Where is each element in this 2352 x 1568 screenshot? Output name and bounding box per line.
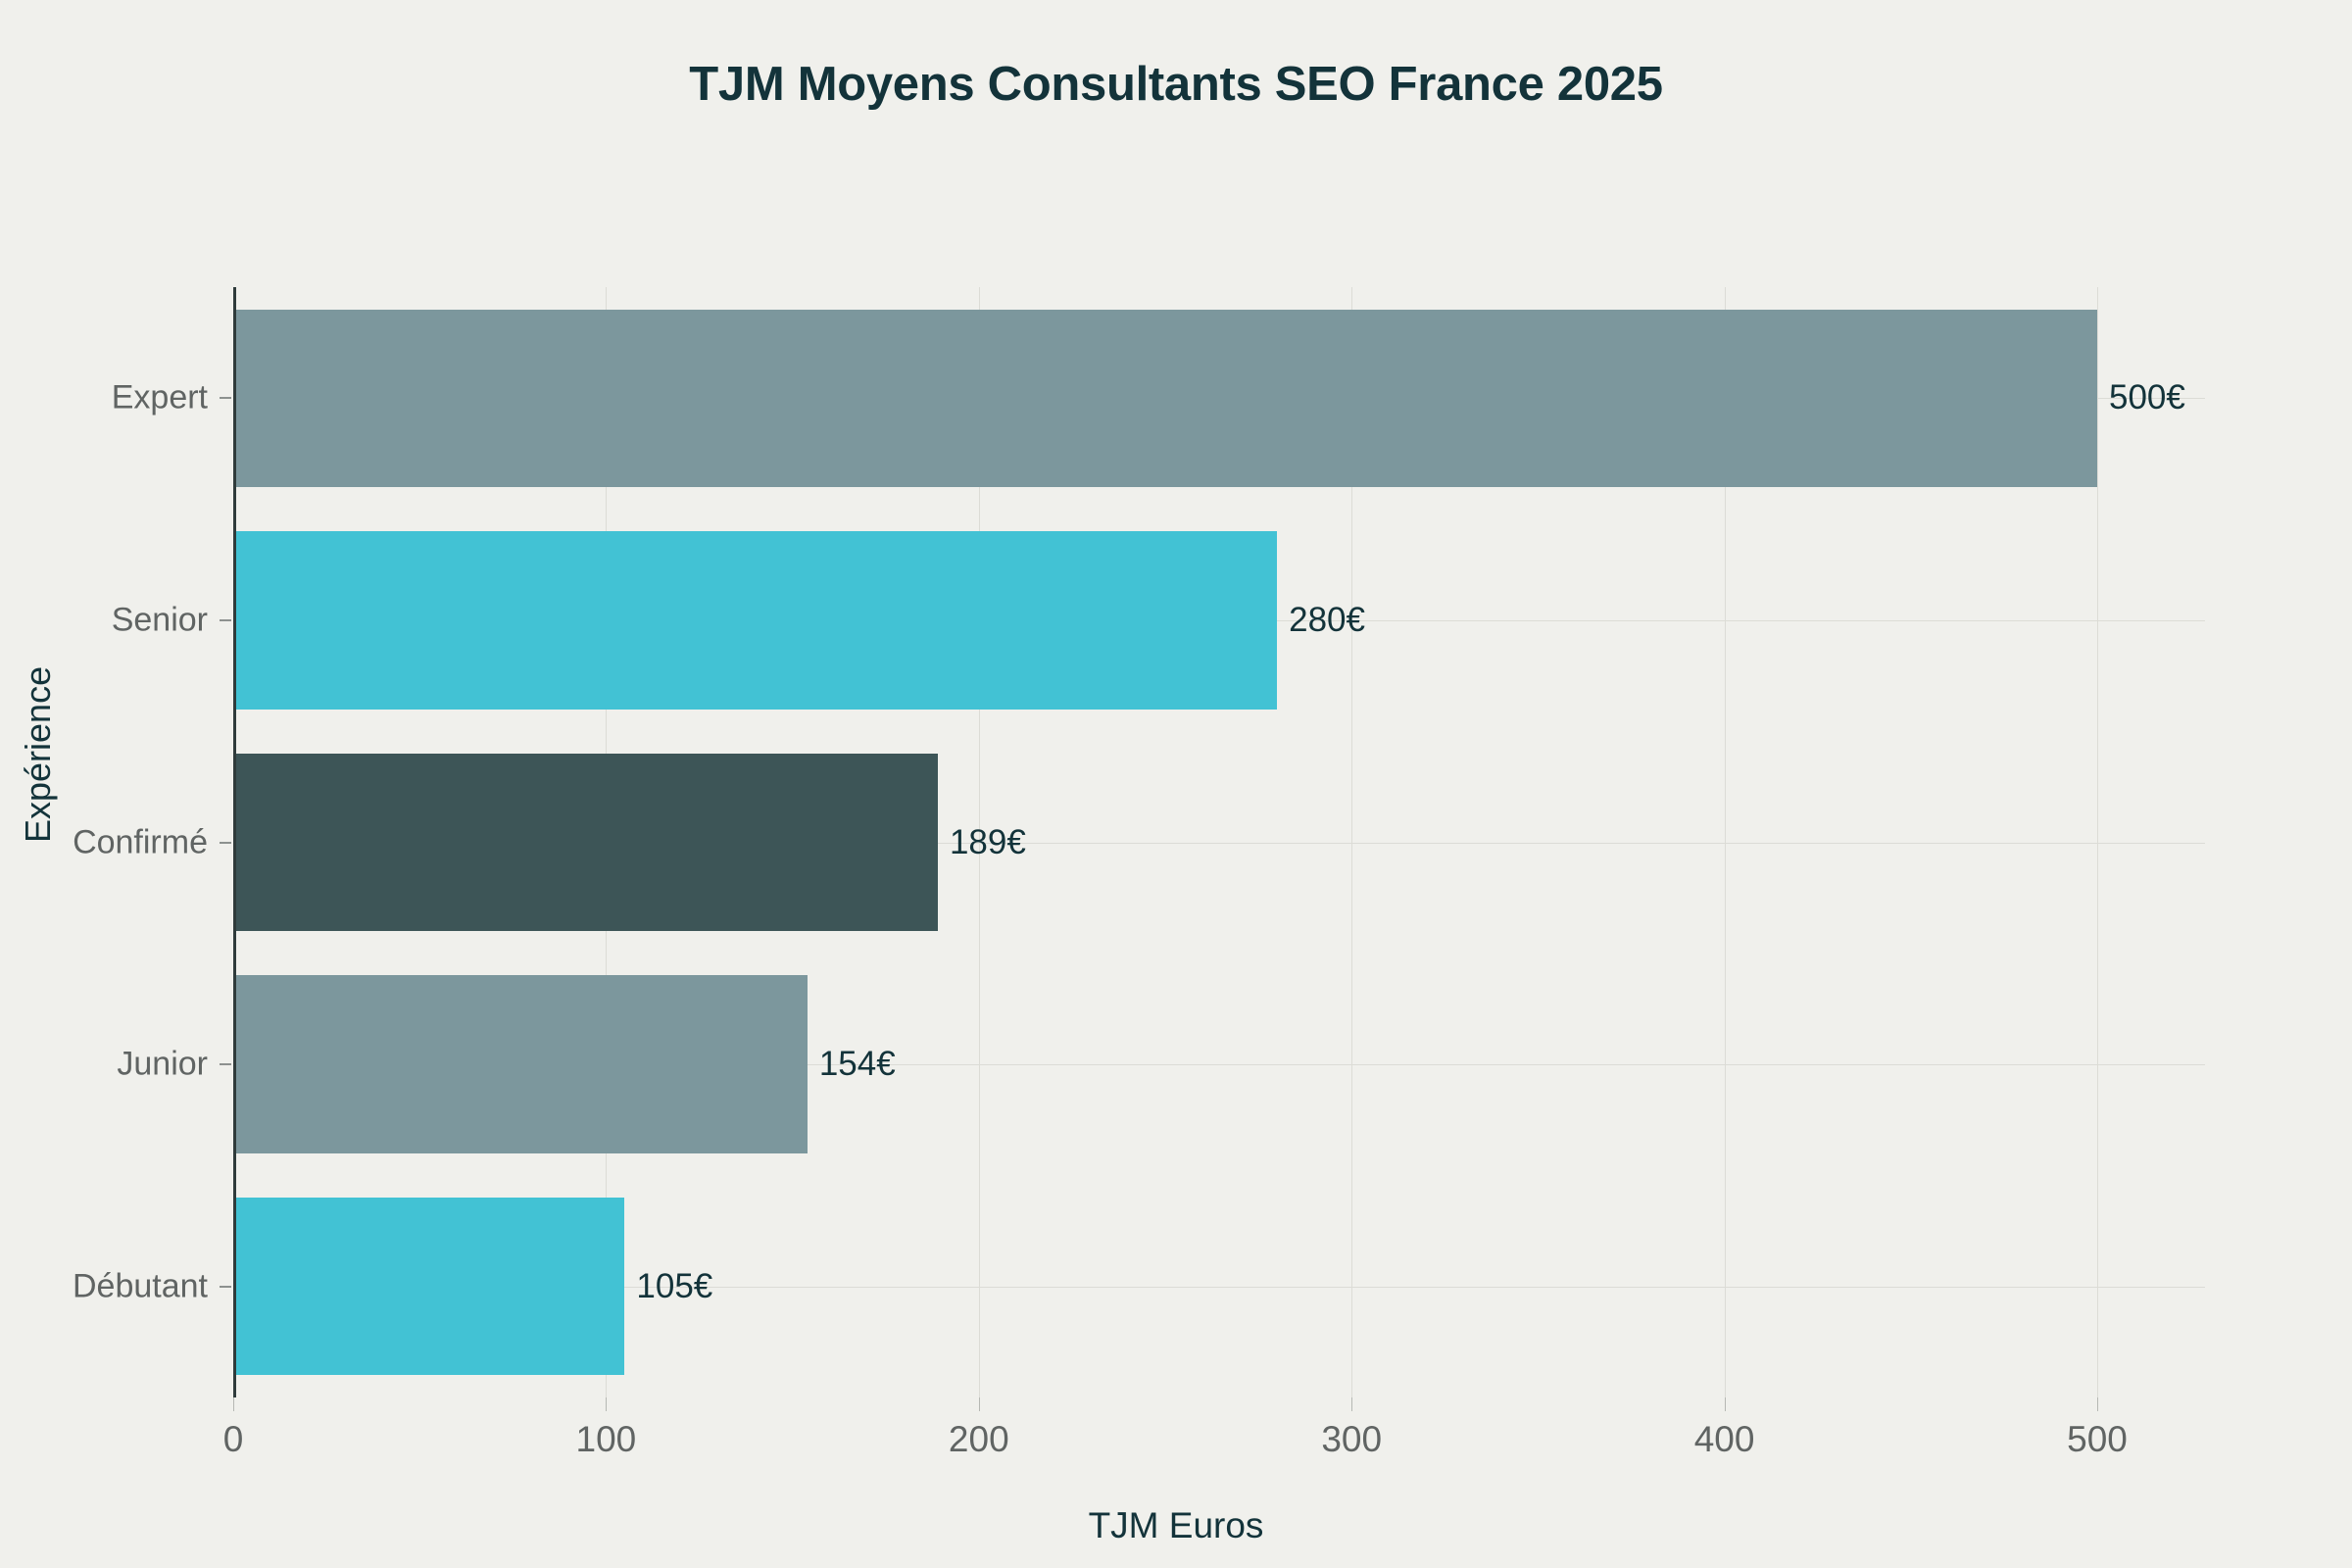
y-tick-label-senior: Senior [111, 601, 208, 639]
x-tick-mark [233, 1397, 234, 1411]
gridline-vertical [2097, 287, 2098, 1397]
gridline-horizontal [233, 843, 2205, 844]
bar-value-label: 105€ [636, 1266, 713, 1305]
y-tick-label-expert: Expert [111, 378, 208, 416]
y-tick-mark [220, 841, 231, 844]
bar-value-label: 189€ [949, 822, 1026, 861]
bar-expert[interactable] [233, 309, 2097, 487]
x-tick-label-300: 300 [1321, 1419, 1383, 1459]
bar-value-label: 500€ [2109, 378, 2185, 417]
bar-dbutant[interactable] [233, 1198, 625, 1376]
gridline-horizontal [233, 1287, 2205, 1288]
bar-senior[interactable] [233, 531, 1278, 710]
gridline-vertical [1351, 287, 1353, 1397]
gridline-horizontal [233, 1064, 2205, 1065]
x-tick-mark [606, 1397, 608, 1411]
bar-confirm[interactable] [233, 753, 938, 932]
x-tick-mark [1351, 1397, 1353, 1411]
x-tick-label-500: 500 [2067, 1419, 2128, 1459]
x-tick-label-200: 200 [948, 1419, 1009, 1459]
bar-junior[interactable] [233, 975, 808, 1153]
gridline-vertical [1724, 287, 1726, 1397]
y-tick-label-confirm: Confirmé [73, 823, 208, 860]
y-tick-label-junior: Junior [117, 1045, 208, 1083]
gridline-vertical [978, 287, 980, 1397]
y-tick-mark [220, 1285, 231, 1288]
y-tick-mark [220, 397, 231, 400]
y-tick-mark [220, 1063, 231, 1066]
y-axis-title: Expérience [18, 665, 58, 843]
y-tick-label-dbutant: Débutant [73, 1267, 208, 1305]
x-tick-mark [1724, 1397, 1726, 1411]
y-axis-spine [233, 287, 236, 1397]
bar-value-label: 154€ [818, 1045, 896, 1084]
x-tick-mark [978, 1397, 980, 1411]
page-title: TJM Moyens Consultants SEO France 2025 [689, 58, 1663, 111]
x-axis-title: TJM Euros [1088, 1505, 1264, 1545]
bar-value-label: 280€ [1289, 600, 1365, 639]
x-tick-label-0: 0 [222, 1419, 244, 1459]
x-tick-label-400: 400 [1693, 1419, 1755, 1459]
x-tick-mark [2097, 1397, 2098, 1411]
y-tick-mark [220, 618, 231, 621]
x-tick-label-100: 100 [575, 1419, 637, 1459]
